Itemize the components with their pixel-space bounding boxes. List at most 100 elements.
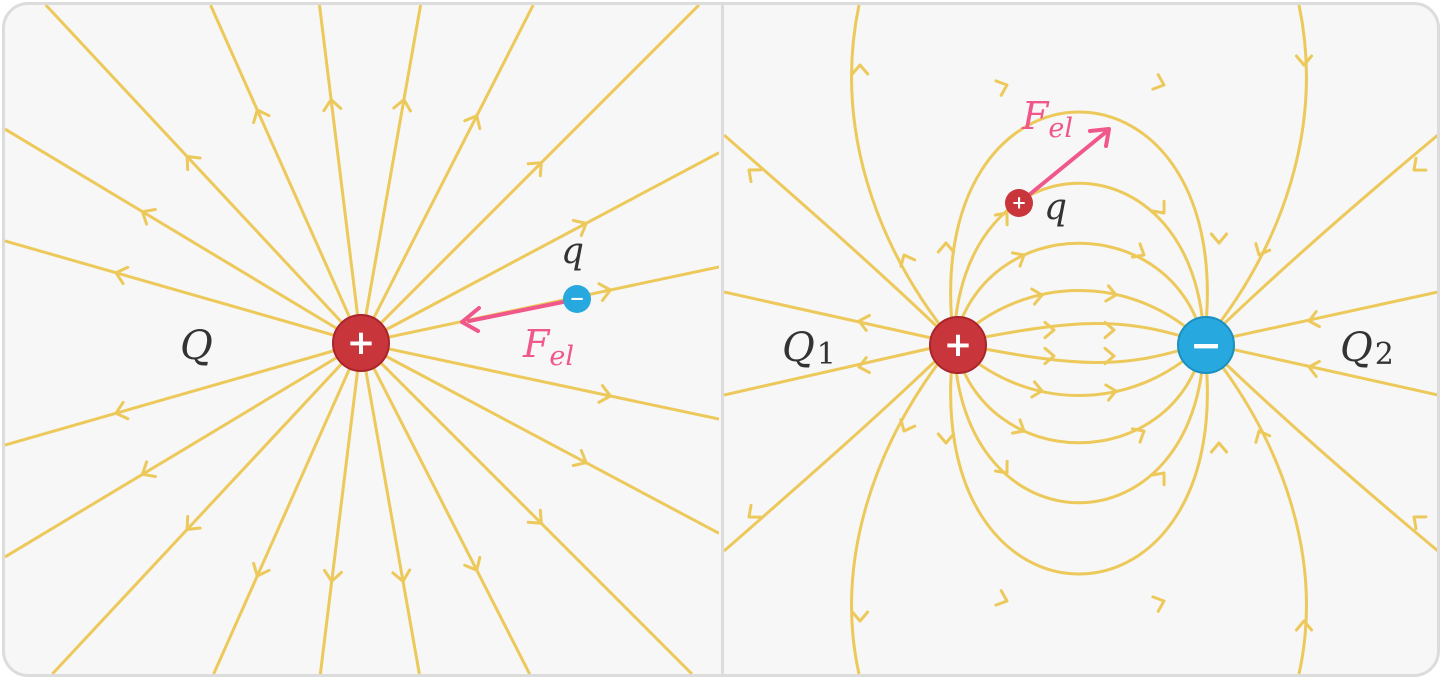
- field-arrow-icon: [993, 211, 1009, 227]
- field-line: [360, 341, 719, 421]
- test-charge-label: q: [1044, 187, 1067, 228]
- field-line: [952, 289, 1206, 345]
- minus-sign-icon: −: [1190, 323, 1222, 367]
- field-arrow-icon: [1150, 199, 1166, 215]
- field-line: [724, 341, 956, 553]
- field-arrow-icon: [1010, 251, 1026, 268]
- field-line: [359, 342, 531, 674]
- field-line: [5, 239, 362, 345]
- field-arrow-icon: [140, 208, 157, 226]
- charge-2-label: Q2: [1340, 325, 1394, 372]
- test-charge-label: q: [561, 231, 584, 272]
- minus-sign-icon: −: [569, 289, 584, 310]
- positive-charge-circle: [333, 315, 389, 371]
- field-line: [5, 341, 362, 447]
- field-arrow-icon: [140, 460, 157, 478]
- field-line: [953, 341, 1205, 364]
- field-arrow-icon: [1412, 515, 1428, 531]
- field-line: [359, 5, 535, 344]
- panel-divider: [721, 5, 724, 674]
- field-line: [318, 5, 363, 344]
- field-arrow-icon: [747, 168, 763, 184]
- field-arrow-icon: [899, 253, 917, 268]
- field-arrow-icon: [1010, 418, 1026, 435]
- field-line: [359, 341, 694, 674]
- force-arrow: [460, 300, 565, 333]
- field-arrow-icon: [1151, 73, 1166, 91]
- field-arrow-icon: [571, 449, 588, 467]
- field-arrow-icon: [252, 108, 271, 125]
- positive-test-charge-circle: [1005, 189, 1033, 217]
- field-line: [1203, 341, 1437, 397]
- field-arrow-icon: [899, 418, 917, 433]
- field-arrow-icon: [114, 265, 130, 286]
- field-arrow-icon: [1254, 429, 1272, 444]
- force-arrow-head: [1088, 127, 1111, 148]
- field-arrow-icon: [1294, 619, 1314, 632]
- field-line: [952, 342, 1206, 505]
- field-line: [1202, 5, 1308, 344]
- plus-sign-icon: +: [944, 325, 973, 365]
- force-arrow-shaft: [1022, 130, 1108, 201]
- field-line: [5, 127, 362, 345]
- field-arrow-icon: [1294, 54, 1314, 67]
- field-direction-arrows: [747, 54, 1428, 632]
- field-arrow-icon: [857, 313, 871, 332]
- field-line: [724, 133, 956, 345]
- field-arrow-icon: [463, 114, 482, 131]
- field-arrow-icon: [747, 503, 763, 519]
- field-arrow-icon: [392, 98, 412, 113]
- field-arrow-icon: [1412, 156, 1428, 172]
- field-line: [318, 342, 363, 674]
- charge-1: +: [929, 316, 987, 374]
- field-arrow-icon: [597, 282, 612, 302]
- field-arrow-icon: [391, 568, 412, 583]
- plus-sign-icon: +: [1011, 193, 1026, 214]
- field-line: [51, 341, 363, 674]
- radial-field-lines: [5, 5, 719, 674]
- field-line: [949, 342, 1209, 576]
- field-line: [949, 110, 1209, 344]
- test-charge: −: [563, 285, 591, 313]
- field-arrow-icon: [597, 384, 612, 404]
- field-line: [209, 5, 363, 344]
- field-arrow-icon: [850, 63, 870, 76]
- test-charge: +: [1005, 189, 1033, 217]
- negative-charge-circle: [1178, 317, 1234, 373]
- field-arrow-icon: [1254, 242, 1272, 257]
- field-line: [359, 342, 421, 674]
- field-arrow-icon: [1307, 359, 1321, 378]
- field-arrow-icon: [322, 98, 343, 113]
- field-arrow-icon: [1209, 441, 1229, 454]
- source-charge-label: Q: [180, 323, 213, 369]
- field-arrow-icon: [252, 561, 271, 578]
- charge-1-label: Q1: [782, 325, 836, 372]
- field-arrow-icon: [993, 459, 1009, 475]
- field-arrow-icon: [185, 155, 202, 172]
- force-arrow: [1022, 127, 1111, 201]
- field-arrow-icon: [185, 514, 202, 531]
- field-arrow-icon: [1104, 383, 1118, 402]
- field-line: [359, 5, 423, 344]
- field-line: [44, 5, 363, 345]
- field-arrow-icon: [1130, 242, 1146, 259]
- field-arrow-icon: [1103, 346, 1116, 366]
- field-line: [952, 241, 1206, 344]
- field-line: [5, 341, 362, 559]
- positive-charge-circle: [930, 317, 986, 373]
- field-line: [952, 181, 1206, 344]
- force-label: Fel: [522, 322, 574, 372]
- negative-test-charge-circle: [563, 285, 591, 313]
- dipole-panel: + − + Q1 Q2 q Fel: [724, 5, 1437, 674]
- field-arrow-icon: [1151, 595, 1166, 613]
- field-line: [360, 341, 719, 535]
- field-line: [1203, 290, 1437, 345]
- field-arrow-icon: [571, 219, 588, 237]
- field-arrow-icon: [1104, 284, 1118, 303]
- field-arrow-icon: [1030, 287, 1044, 306]
- field-line: [850, 342, 956, 674]
- field-line: [212, 342, 363, 674]
- field-line: [1202, 133, 1437, 345]
- charge-2: −: [1177, 316, 1235, 374]
- dipole-field-lines: [724, 5, 1437, 674]
